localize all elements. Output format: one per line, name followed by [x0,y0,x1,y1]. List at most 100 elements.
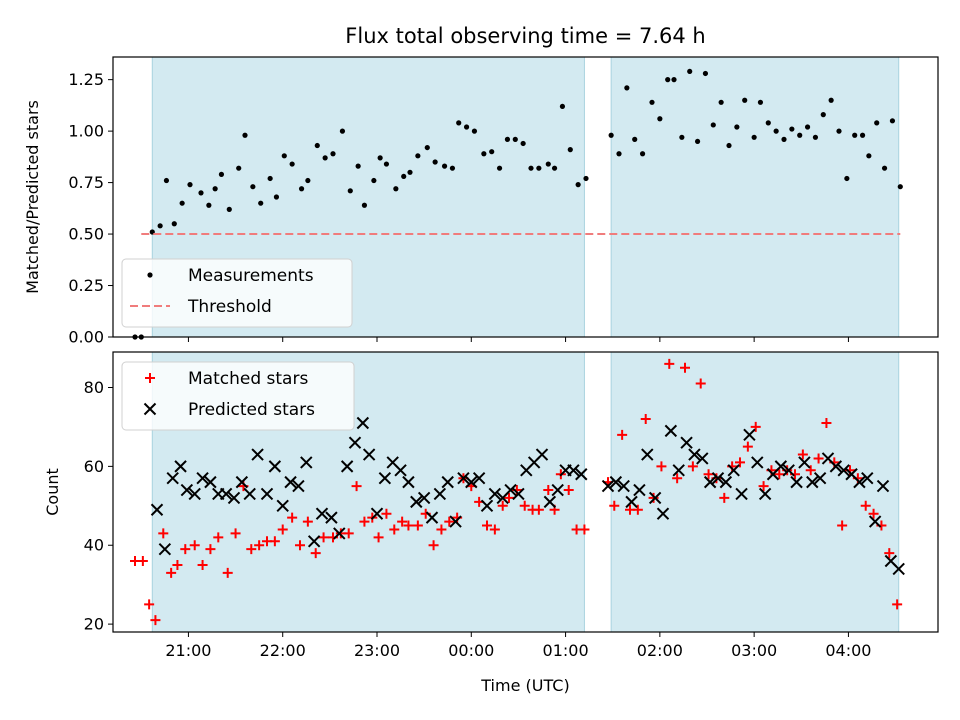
measurement-point [289,161,295,167]
measurement-point [657,116,663,122]
measurement-point [496,165,503,171]
matched-star-point [444,516,455,527]
y-tick-label: 40 [84,536,104,555]
measurement-point [371,177,377,184]
matched-star-point [868,508,879,519]
matched-star-point [563,485,574,496]
x-tick-label: 00:00 [448,641,494,660]
measurement-point [242,132,248,138]
observing-window-2 [610,56,900,338]
predicted-star-point [680,436,693,449]
legend-label: Threshold [187,297,272,317]
count-panel: 20 40 60 80 21:00 22:00 23:00 00:00 01:00 02:00 0… [43,351,939,695]
predicted-star-point [609,475,623,489]
count-x-ticks: 21:00 22:00 23:00 00:00 01:00 02:00 03:00 04:00 [165,632,871,660]
matched-star-point [640,414,651,425]
legend-box [121,258,353,328]
predicted-star-point [356,416,370,430]
predicted-star-point [378,471,392,485]
measurement-point [273,194,280,200]
matched-star-point [189,540,200,551]
matched-star-point [230,528,241,539]
predicted-star-point [457,471,470,485]
count-y-ticks: 20 40 60 80 [84,378,113,634]
matched-star-point [137,556,148,567]
predicted-star-point [535,448,549,461]
measurement-point [456,120,462,126]
measurement-point [844,175,850,182]
matched-star-point [813,453,824,464]
measurement-point [163,177,170,184]
matched-star-point [632,504,643,515]
predicted-star-point [567,464,580,477]
predicted-star-point [174,460,187,473]
y-tick-label: 60 [84,457,104,476]
measurement-point [757,99,764,105]
measurement-point [559,103,566,110]
matched-star-point [277,524,288,535]
measurement-point [773,128,779,134]
y-tick-label: 20 [84,615,104,634]
predicted-star-point [711,471,725,485]
predicted-star-point [625,495,638,509]
measurement-point [432,159,438,165]
x-tick-label: 21:00 [165,641,211,660]
measurement-point [649,99,655,105]
matched-star-point [579,524,590,535]
predicted-star-point [348,436,362,449]
count-series [130,358,905,626]
count-panel-frame [112,351,939,633]
measurement-point [520,140,526,147]
predicted-star-point [790,475,803,489]
measurement-point [218,171,225,177]
predicted-star-point [362,448,376,461]
measurement-point [489,149,495,155]
matched-star-point [821,417,832,428]
matched-star-point [543,485,554,496]
predicted-star-point [861,471,874,485]
measurement-point [551,165,558,171]
matched-star-point [680,362,690,373]
measurement-point [171,221,177,227]
measurement-point [157,223,163,229]
measurement-point [836,128,842,134]
measurement-point [322,155,328,161]
measurement-point [179,200,185,206]
matched-star-point [750,421,761,432]
predicted-star-point [370,507,384,520]
measurement-point [481,151,487,157]
measurement-point [897,184,903,190]
matched-star-point [774,469,785,480]
matched-star-point [797,449,808,460]
legend-box [121,361,355,431]
x-tick-label: 03:00 [731,641,777,660]
legend-label: Predicted stars [188,400,315,420]
measurement-point [267,175,273,182]
matched-star-point [609,500,620,511]
predicted-star-point [551,483,564,497]
predicted-star-point [402,475,415,489]
measurement-point [314,142,320,149]
predicted-star-point [656,507,670,520]
measurement-point [583,175,589,182]
measurement-point [441,163,448,169]
predicted-star-point [315,507,329,520]
measurement-point [305,177,311,184]
measurement-point [347,188,353,194]
measurement-point [471,128,478,134]
predicted-star-point [410,495,423,509]
predicted-star-point [394,464,407,477]
measurement-point [789,126,795,132]
measurement-point [567,147,573,153]
matched-star-point [373,532,384,543]
measurement-point [881,165,888,171]
predicted-star-point [853,475,866,489]
matched-star-point [672,473,683,484]
matched-star-point [254,540,265,551]
y-tick-label: 0.50 [68,225,104,244]
measurement-point [679,134,685,140]
measurement-point [528,165,534,171]
legend-swatch [147,272,153,278]
measurement-point [671,77,677,83]
